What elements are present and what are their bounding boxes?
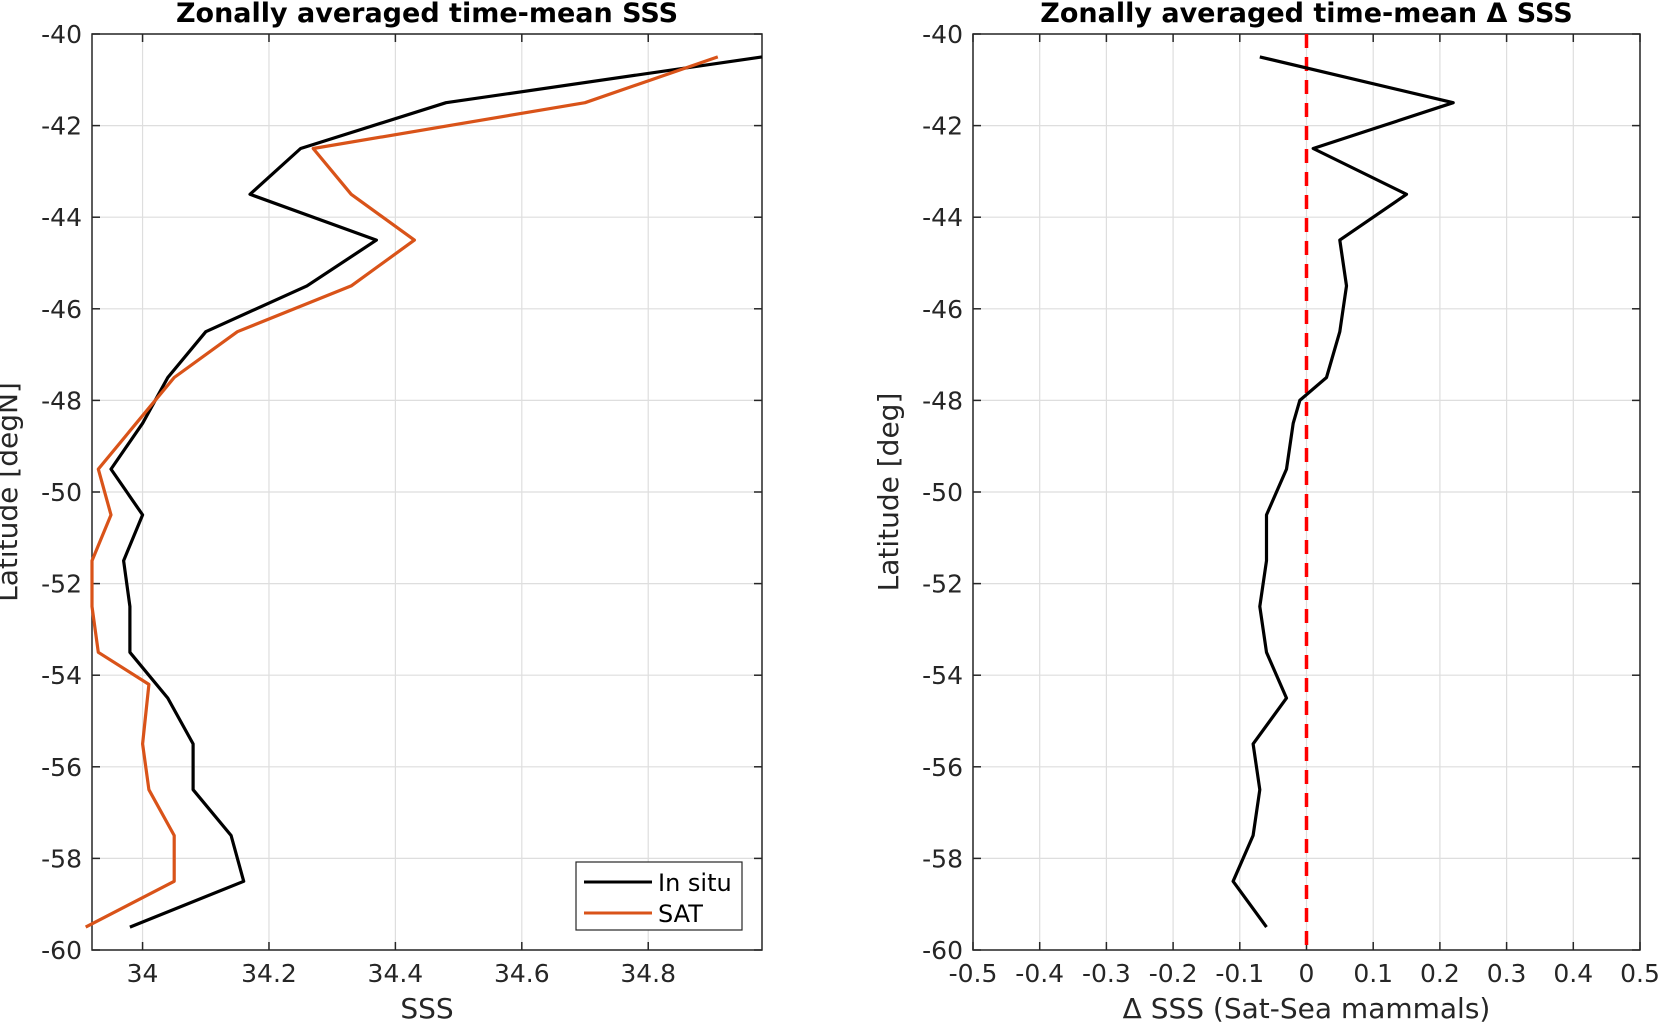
left-series bbox=[84, 55, 763, 929]
y-tick-label: -60 bbox=[922, 936, 963, 965]
legend-label-in-situ: In situ bbox=[658, 869, 732, 897]
left-x-axis-label: SSS bbox=[400, 992, 453, 1025]
y-tick-label: -56 bbox=[922, 753, 963, 782]
right-x-axis-label: Δ SSS (Sat-Sea mammals) bbox=[1123, 992, 1491, 1025]
x-tick-label: 0.4 bbox=[1553, 959, 1593, 988]
y-tick-label: -46 bbox=[41, 295, 82, 324]
right-series bbox=[1231, 55, 1455, 929]
y-tick-label: -54 bbox=[41, 661, 82, 690]
y-tick-label: -44 bbox=[41, 203, 82, 232]
x-tick-label: 34.8 bbox=[620, 959, 676, 988]
right-ticks: -0.5 -0.4 -0.3 -0.2 -0.1 0 0.1 0.2 0.3 0.4 0.5 -40 -… bbox=[922, 20, 1660, 988]
y-tick-label: -40 bbox=[41, 20, 82, 49]
y-tick-label: -40 bbox=[922, 20, 963, 49]
y-tick-label: -54 bbox=[922, 661, 963, 690]
right-grid bbox=[972, 33, 1641, 951]
series-line-0 bbox=[1231, 55, 1455, 929]
y-tick-label: -50 bbox=[922, 478, 963, 507]
x-tick-label: 34 bbox=[127, 959, 159, 988]
legend-box bbox=[575, 861, 743, 931]
right-chart: -0.5 -0.4 -0.3 -0.2 -0.1 0 0.1 0.2 0.3 0.4 0.5 -40 -… bbox=[872, 0, 1660, 1025]
y-tick-label: -56 bbox=[41, 753, 82, 782]
series-line-sat bbox=[84, 55, 719, 929]
y-tick-label: -52 bbox=[41, 570, 82, 599]
y-tick-label: -50 bbox=[41, 478, 82, 507]
x-tick-label: 0 bbox=[1299, 959, 1315, 988]
y-tick-label: -58 bbox=[41, 844, 82, 873]
y-tick-label: -48 bbox=[41, 386, 82, 415]
x-tick-label: 0.5 bbox=[1620, 959, 1660, 988]
y-tick-label: -42 bbox=[922, 112, 963, 141]
right-chart-title: Zonally averaged time-mean Δ SSS bbox=[1040, 0, 1572, 29]
y-tick-label: -44 bbox=[922, 203, 963, 232]
x-tick-label: 34.4 bbox=[368, 959, 424, 988]
legend: In situ SAT bbox=[575, 861, 743, 931]
y-tick-label: -42 bbox=[41, 112, 82, 141]
left-chart: 34 34.2 34.4 34.6 34.8 -40 -42 -44 -46 -48 -50 -52 -… bbox=[0, 0, 763, 1025]
y-tick-label: -48 bbox=[922, 386, 963, 415]
legend-label-sat: SAT bbox=[658, 900, 703, 928]
x-tick-label: -0.3 bbox=[1082, 959, 1131, 988]
y-tick-label: -60 bbox=[41, 936, 82, 965]
x-tick-label: 34.2 bbox=[241, 959, 297, 988]
x-tick-label: 0.1 bbox=[1353, 959, 1393, 988]
x-tick-label: -0.1 bbox=[1215, 959, 1264, 988]
y-tick-label: -58 bbox=[922, 844, 963, 873]
left-y-axis-label: Latitude [degN] bbox=[0, 382, 24, 602]
x-tick-label: -0.5 bbox=[949, 959, 998, 988]
right-y-axis-label: Latitude [deg] bbox=[872, 393, 905, 592]
series-line-in-situ bbox=[109, 55, 763, 929]
y-tick-label: -52 bbox=[922, 570, 963, 599]
left-chart-title: Zonally averaged time-mean SSS bbox=[176, 0, 678, 29]
x-tick-label: 34.6 bbox=[494, 959, 550, 988]
x-tick-label: 0.3 bbox=[1487, 959, 1527, 988]
left-grid bbox=[92, 33, 762, 951]
left-ticks: 34 34.2 34.4 34.6 34.8 -40 -42 -44 -46 -48 -50 -52 -… bbox=[41, 20, 762, 988]
x-tick-label: 0.2 bbox=[1420, 959, 1460, 988]
x-tick-label: -0.4 bbox=[1015, 959, 1064, 988]
x-tick-label: -0.2 bbox=[1149, 959, 1198, 988]
y-tick-label: -46 bbox=[922, 295, 963, 324]
